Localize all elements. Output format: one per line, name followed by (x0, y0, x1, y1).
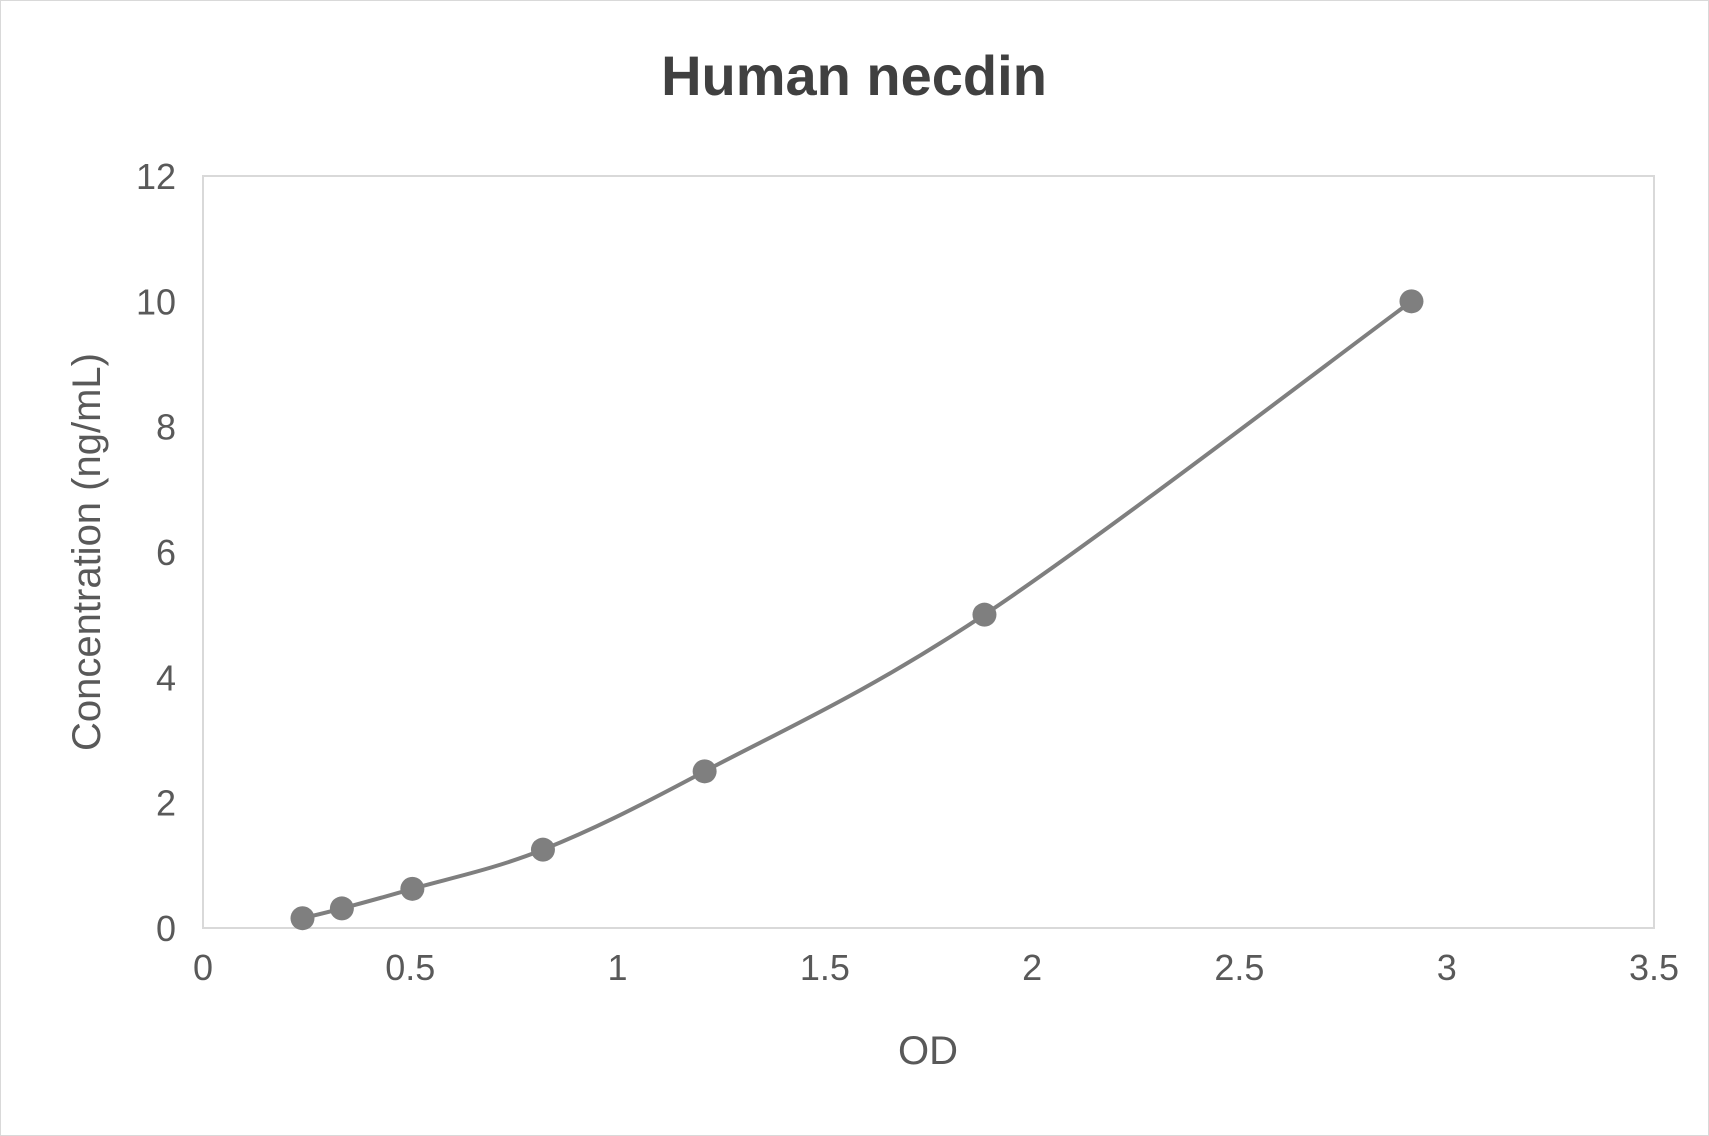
data-point (400, 876, 425, 901)
y-tick-label: 0 (156, 908, 176, 949)
data-point (290, 906, 315, 931)
x-tick-label: 3 (1437, 947, 1457, 988)
plot-area (202, 175, 1655, 929)
x-tick-label: 1 (608, 947, 628, 988)
x-tick-label: 1.5 (800, 947, 850, 988)
x-tick-label: 0 (193, 947, 213, 988)
y-tick-label: 12 (136, 156, 176, 197)
y-tick-label: 6 (156, 532, 176, 573)
x-tick-label: 2.5 (1214, 947, 1264, 988)
data-point (972, 602, 997, 627)
series-curve (302, 299, 1413, 921)
x-tick-label: 0.5 (385, 947, 435, 988)
y-tick-label: 4 (156, 657, 176, 698)
y-axis-ticks: 0 2 4 6 8 10 12 (136, 156, 176, 949)
data-points (290, 289, 1424, 931)
y-tick-label: 8 (156, 407, 176, 448)
data-point (1399, 289, 1424, 314)
x-axis-ticks: 0 0.5 1 1.5 2 2.5 3 3.5 (193, 947, 1679, 988)
chart-title: Human necdin (661, 44, 1047, 107)
y-axis-label: Concentration (ng/mL) (65, 353, 109, 751)
data-point (692, 759, 717, 784)
y-tick-label: 10 (136, 281, 176, 322)
x-tick-label: 2 (1022, 947, 1042, 988)
x-tick-label: 3.5 (1629, 947, 1679, 988)
x-axis-label: OD (898, 1029, 958, 1073)
data-point (329, 896, 354, 921)
y-tick-label: 2 (156, 783, 176, 824)
data-point (530, 837, 555, 862)
